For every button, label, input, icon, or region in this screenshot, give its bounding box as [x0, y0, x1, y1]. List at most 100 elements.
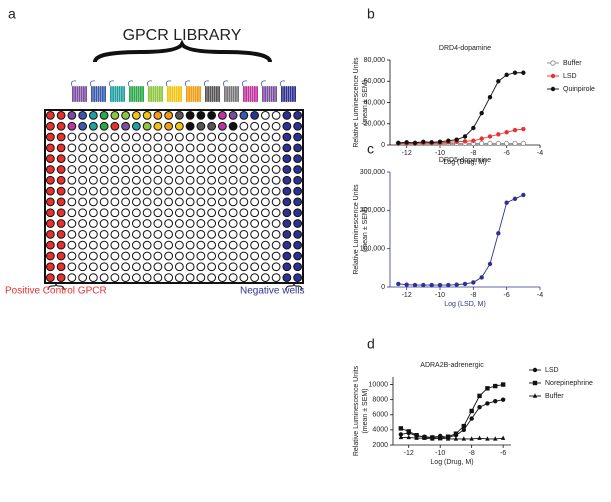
well: [131, 197, 141, 207]
receptor-helix: [247, 86, 250, 102]
well: [196, 121, 206, 131]
well: [56, 121, 66, 131]
receptor-helix: [232, 86, 235, 102]
well: [67, 229, 77, 239]
well: [110, 208, 120, 218]
well: [78, 197, 88, 207]
receptor-helix: [83, 86, 85, 102]
well: [131, 229, 141, 239]
receptor-helix: [180, 86, 182, 102]
well: [282, 251, 292, 261]
well: [196, 262, 206, 272]
point: [485, 386, 490, 391]
legend-label: Quinpirole: [563, 86, 595, 93]
well: [99, 143, 109, 153]
well: [174, 208, 184, 218]
well: [250, 273, 260, 282]
receptor-helix: [262, 86, 264, 102]
panel-label: b: [367, 6, 375, 22]
point: [453, 436, 459, 441]
well: [88, 273, 98, 282]
receptor-loop: [109, 80, 115, 87]
well: [282, 197, 292, 207]
well: [153, 154, 163, 164]
well: [164, 229, 174, 239]
well: [207, 262, 217, 272]
well: [250, 165, 260, 174]
receptor-helix: [266, 86, 269, 102]
point: [487, 94, 493, 100]
well: [185, 208, 195, 218]
receptor-loop: [261, 80, 267, 87]
point: [469, 408, 474, 414]
well: [99, 273, 109, 282]
point: [521, 70, 526, 75]
point: [485, 436, 490, 441]
receptor-helix: [76, 86, 79, 102]
y-tick-label: 2000: [372, 442, 388, 449]
well: [45, 273, 55, 282]
well: [121, 143, 131, 153]
well: [56, 262, 66, 272]
well: [282, 229, 292, 239]
well: [99, 175, 109, 185]
well: [250, 143, 260, 153]
receptor-helix: [123, 86, 125, 102]
well: [282, 165, 292, 174]
well: [282, 262, 292, 272]
well: [45, 121, 55, 131]
well: [217, 229, 227, 239]
well: [110, 197, 120, 207]
well: [271, 262, 281, 272]
well: [78, 229, 88, 239]
point: [396, 140, 401, 146]
well: [88, 208, 98, 218]
well: [260, 165, 270, 174]
well: [185, 165, 195, 174]
series-line: [398, 128, 524, 144]
well: [250, 262, 260, 272]
well: [250, 208, 260, 218]
well: [217, 240, 227, 250]
well: [164, 219, 174, 228]
well: [142, 273, 152, 282]
well: [45, 262, 55, 272]
well: [207, 111, 217, 120]
point: [406, 434, 411, 440]
y-tick-label: 0: [381, 142, 385, 149]
well: [228, 132, 238, 142]
well: [56, 197, 66, 207]
well: [260, 219, 270, 228]
receptor-helix: [171, 86, 174, 102]
point: [438, 435, 443, 440]
well: [164, 208, 174, 218]
well: [88, 121, 98, 131]
point: [485, 401, 490, 406]
point: [493, 398, 498, 404]
well: [196, 186, 206, 196]
brace: [93, 39, 272, 63]
well: [239, 175, 249, 185]
point: [404, 282, 409, 287]
point: [398, 432, 404, 437]
receptor-helix: [118, 86, 121, 102]
point: [404, 140, 409, 145]
receptor-helix: [207, 86, 209, 102]
well: [110, 219, 120, 228]
receptor-helix: [230, 86, 233, 102]
panel-label: c: [367, 141, 374, 157]
receptor-helix: [156, 86, 159, 102]
point: [453, 431, 459, 436]
well: [250, 175, 260, 185]
well: [153, 273, 163, 282]
well: [153, 219, 163, 228]
well: [271, 219, 281, 228]
receptor-loop: [280, 80, 286, 87]
well: [110, 251, 120, 261]
well: [228, 262, 238, 272]
well: [196, 240, 206, 250]
point: [512, 127, 518, 133]
well: [78, 165, 88, 174]
well: [174, 197, 184, 207]
receptor-helix: [140, 86, 142, 102]
